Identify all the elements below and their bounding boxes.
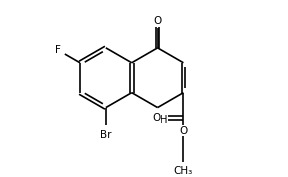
Text: O: O [154,16,162,26]
Text: O: O [179,125,187,136]
Text: Br: Br [100,130,111,140]
Text: NH: NH [152,115,168,125]
Text: O: O [152,113,161,123]
Text: CH₃: CH₃ [174,166,193,176]
Text: F: F [55,45,60,55]
